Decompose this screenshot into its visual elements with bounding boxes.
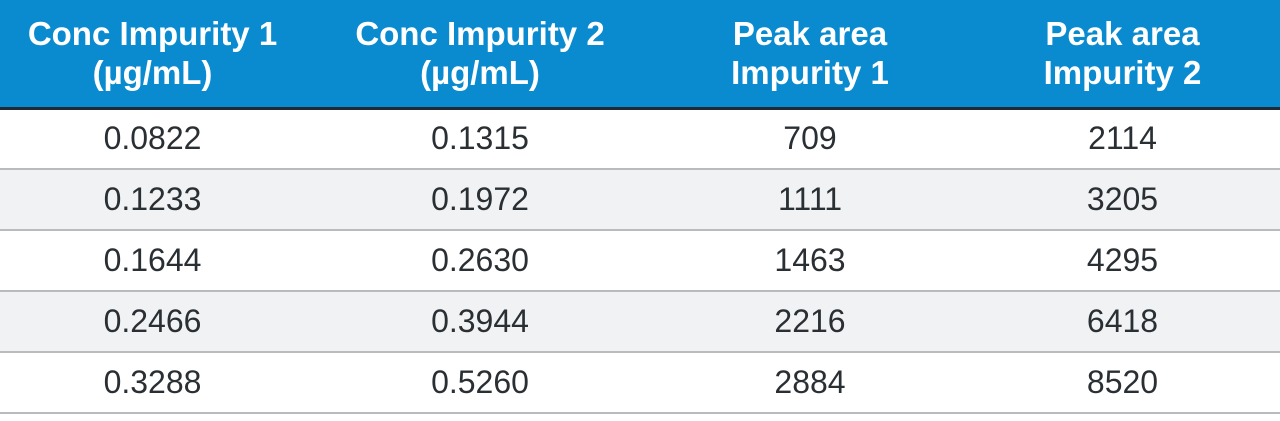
column-header-line: Impurity 1 bbox=[731, 54, 889, 92]
table-cell: 0.2466 bbox=[0, 291, 305, 353]
column-header-peak-area-impurity-2: Peak area Impurity 2 bbox=[965, 0, 1280, 110]
column-header-line: Peak area bbox=[732, 15, 888, 53]
table-cell: 709 bbox=[655, 108, 965, 170]
table-cell: 1463 bbox=[655, 230, 965, 292]
table-cell: 0.0822 bbox=[0, 108, 305, 170]
column-header-line: (µg/mL) bbox=[92, 54, 213, 92]
table-cell: 0.3288 bbox=[0, 352, 305, 414]
table-row: 0.1644 0.2630 1463 4295 bbox=[0, 230, 1280, 292]
table-row: 0.0822 0.1315 709 2114 bbox=[0, 108, 1280, 170]
table-cell: 2114 bbox=[965, 108, 1280, 170]
column-header-line: Conc Impurity 2 bbox=[355, 15, 605, 53]
column-header-peak-area-impurity-1: Peak area Impurity 1 bbox=[655, 0, 965, 110]
table-row: 0.2466 0.3944 2216 6418 bbox=[0, 291, 1280, 353]
table-cell: 1111 bbox=[655, 169, 965, 231]
table-cell: 2216 bbox=[655, 291, 965, 353]
column-header-line: Peak area bbox=[1045, 15, 1200, 53]
column-header-conc-impurity-1: Conc Impurity 1 (µg/mL) bbox=[0, 0, 305, 110]
table-cell: 0.2630 bbox=[305, 230, 655, 292]
column-header-line: Impurity 2 bbox=[1043, 54, 1202, 92]
header-row: Conc Impurity 1 (µg/mL) Conc Impurity 2 … bbox=[0, 0, 1280, 110]
table-cell: 0.1644 bbox=[0, 230, 305, 292]
table-cell: 3205 bbox=[965, 169, 1280, 231]
column-header-line: (µg/mL) bbox=[420, 54, 540, 92]
column-header-conc-impurity-2: Conc Impurity 2 (µg/mL) bbox=[305, 0, 655, 110]
table-cell: 8520 bbox=[965, 352, 1280, 414]
table-cell: 4295 bbox=[965, 230, 1280, 292]
table-row: 0.3288 0.5260 2884 8520 bbox=[0, 352, 1280, 414]
table-cell: 0.1233 bbox=[0, 169, 305, 231]
table-cell: 0.5260 bbox=[305, 352, 655, 414]
table-cell: 0.1972 bbox=[305, 169, 655, 231]
table-cell: 0.3944 bbox=[305, 291, 655, 353]
column-header-line: Conc Impurity 1 bbox=[27, 15, 278, 53]
table-cell: 0.1315 bbox=[305, 108, 655, 170]
table-cell: 2884 bbox=[655, 352, 965, 414]
table-cell: 6418 bbox=[965, 291, 1280, 353]
table-row: 0.1233 0.1972 1111 3205 bbox=[0, 169, 1280, 231]
